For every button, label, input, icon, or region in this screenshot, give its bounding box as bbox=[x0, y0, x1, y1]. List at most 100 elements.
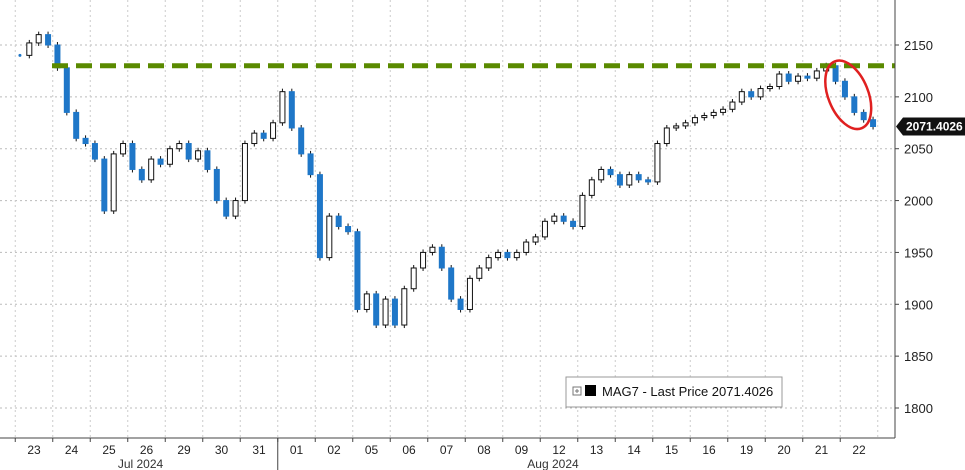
x-tick-label: 12 bbox=[552, 443, 566, 457]
series-candle bbox=[598, 168, 605, 181]
y-tick-label: 1900 bbox=[904, 297, 933, 312]
series-candle bbox=[485, 257, 492, 269]
month-label: Jul 2024 bbox=[118, 457, 164, 470]
series-candle bbox=[373, 293, 380, 326]
series-candle bbox=[270, 122, 277, 139]
series-candle bbox=[841, 80, 848, 98]
y-tick-label: 1850 bbox=[904, 349, 933, 364]
series-candle bbox=[813, 70, 820, 79]
x-tick-label: 01 bbox=[290, 443, 304, 457]
series-candle bbox=[279, 91, 286, 124]
series-candle bbox=[213, 168, 220, 202]
x-tick-label: 13 bbox=[590, 443, 604, 457]
series-candle bbox=[466, 277, 473, 310]
x-tick-label: 09 bbox=[515, 443, 529, 457]
series-candle bbox=[757, 88, 764, 98]
x-tick-label: 16 bbox=[702, 443, 716, 457]
series-candle bbox=[82, 137, 89, 145]
series-candle bbox=[232, 200, 239, 217]
series-candle bbox=[663, 127, 670, 145]
series-candle bbox=[223, 200, 230, 217]
series-candle bbox=[120, 143, 127, 155]
series-candle bbox=[363, 293, 370, 310]
legend-box bbox=[565, 376, 783, 408]
x-tick-label: 15 bbox=[665, 443, 679, 457]
overlays: 2071.4026 bbox=[52, 59, 965, 136]
x-tick-label: 20 bbox=[777, 443, 791, 457]
grid bbox=[0, 0, 895, 438]
series bbox=[18, 31, 877, 329]
series-candle bbox=[307, 153, 314, 176]
series-candle bbox=[45, 34, 52, 46]
legend[interactable]: MAG7 - Last Price 2071.4026 bbox=[565, 376, 783, 408]
series-candle bbox=[166, 148, 173, 165]
series-candle bbox=[316, 174, 323, 259]
series-candle bbox=[729, 101, 736, 110]
x-tick-label: 05 bbox=[365, 443, 379, 457]
series-candle bbox=[532, 236, 539, 243]
series-candle bbox=[391, 298, 398, 326]
y-tick-label: 2100 bbox=[904, 90, 933, 105]
series-candle bbox=[851, 96, 858, 113]
legend-swatch bbox=[585, 385, 596, 396]
series-candle bbox=[795, 75, 802, 82]
y-tick-label: 1950 bbox=[904, 245, 933, 260]
series-candle bbox=[504, 251, 511, 259]
series-candle bbox=[701, 115, 708, 119]
series-candle bbox=[720, 108, 727, 113]
x-tick-label: 22 bbox=[852, 443, 866, 457]
x-tick-label: 06 bbox=[402, 443, 416, 457]
series-candle bbox=[129, 143, 136, 170]
legend-label: MAG7 - Last Price 2071.4026 bbox=[602, 384, 773, 399]
series-candle bbox=[560, 215, 567, 222]
series-candle bbox=[73, 111, 80, 139]
x-tick-label: 30 bbox=[215, 443, 229, 457]
x-tick-label: 31 bbox=[252, 443, 266, 457]
month-label: Aug 2024 bbox=[527, 457, 579, 470]
series-candle bbox=[523, 241, 530, 253]
series-candle bbox=[298, 127, 305, 155]
series-candle bbox=[495, 251, 502, 259]
axes: 1800 1850 1900 1950 2000 2050 2100 2150 23 24 25 26… bbox=[0, 0, 933, 470]
series-candle bbox=[260, 132, 267, 139]
series-candle bbox=[241, 143, 248, 202]
y-tick-label: 1800 bbox=[904, 401, 933, 416]
series-candle bbox=[176, 143, 183, 150]
series-candle bbox=[195, 150, 202, 160]
series-candle bbox=[401, 288, 408, 326]
series-candle bbox=[354, 231, 361, 310]
x-tick-label: 26 bbox=[140, 443, 154, 457]
series-candle bbox=[476, 267, 483, 279]
series-candle bbox=[626, 174, 633, 186]
x-tick-label: 02 bbox=[327, 443, 341, 457]
last-price-tag bbox=[896, 117, 965, 136]
x-tick-label: 23 bbox=[27, 443, 41, 457]
series-candle bbox=[420, 251, 427, 269]
x-tick-label: 29 bbox=[177, 443, 191, 457]
series-candle bbox=[607, 168, 614, 176]
series-candle bbox=[738, 91, 745, 103]
series-point bbox=[18, 53, 22, 57]
series-candle bbox=[691, 117, 698, 124]
y-tick-label: 2150 bbox=[904, 38, 933, 53]
series-candle bbox=[654, 143, 661, 183]
series-candle bbox=[860, 111, 867, 121]
series-candle bbox=[326, 215, 333, 259]
series-candle bbox=[448, 267, 455, 300]
last-price-label: 2071.4026 bbox=[906, 120, 963, 134]
series-candle bbox=[63, 67, 70, 113]
x-tick-label: 24 bbox=[65, 443, 79, 457]
series-candle bbox=[345, 226, 352, 233]
series-candle bbox=[35, 34, 42, 44]
series-candle bbox=[138, 168, 145, 181]
series-candle bbox=[785, 73, 792, 82]
series-candle bbox=[101, 158, 108, 212]
series-candle bbox=[588, 179, 595, 196]
series-candle bbox=[635, 174, 642, 181]
series-candle bbox=[616, 174, 623, 186]
x-tick-label: 08 bbox=[477, 443, 491, 457]
series-candle bbox=[748, 91, 755, 98]
series-candle bbox=[579, 194, 586, 227]
series-candle bbox=[457, 298, 464, 310]
